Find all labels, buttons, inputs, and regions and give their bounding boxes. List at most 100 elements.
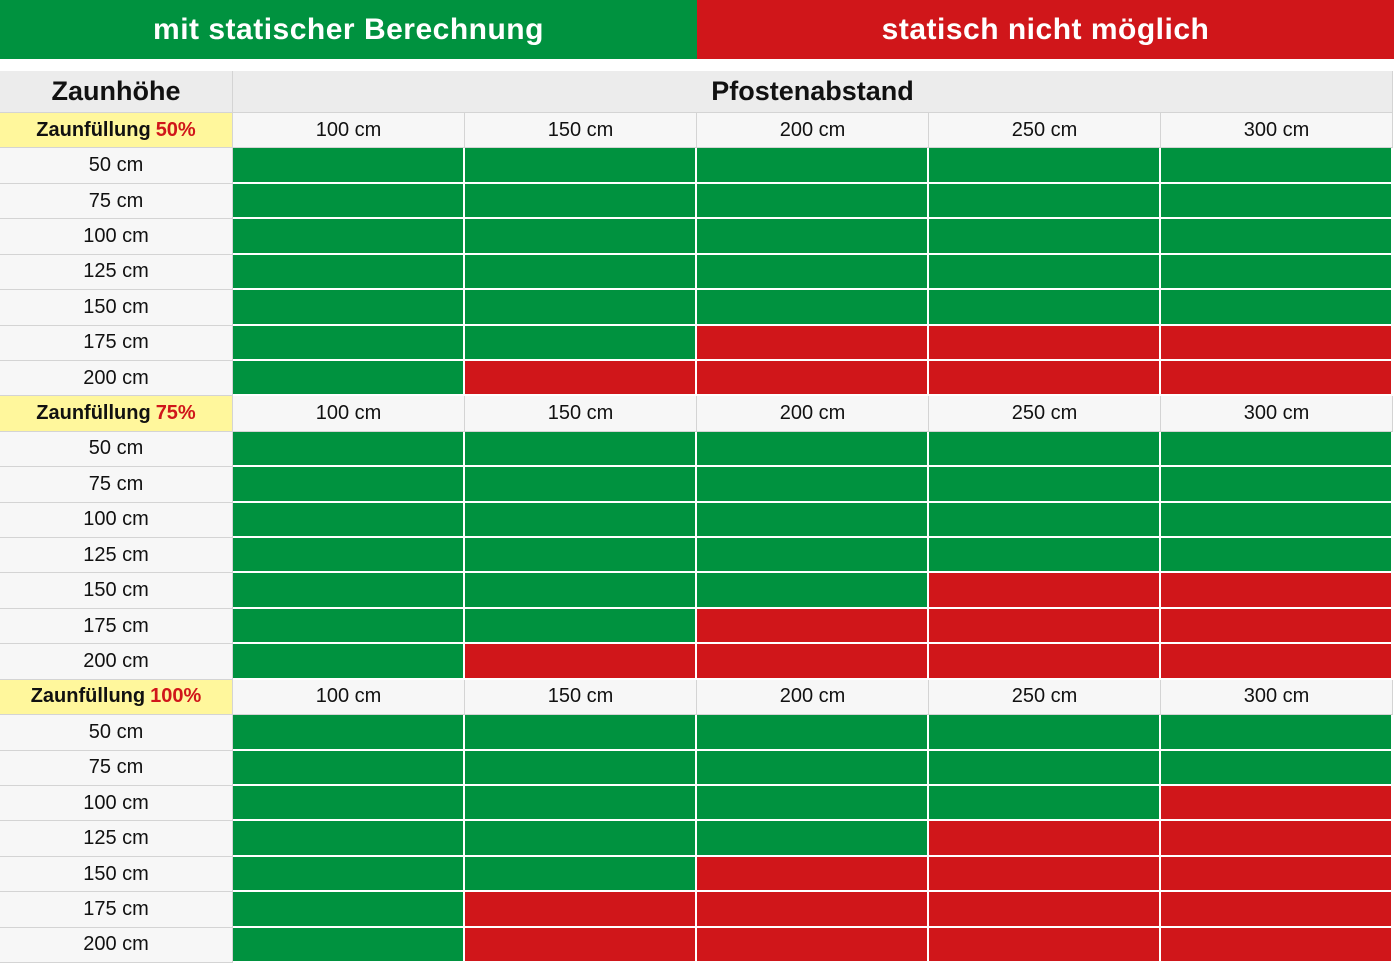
- cell-possible: [1161, 254, 1393, 291]
- cell-possible: [233, 644, 465, 680]
- cell-possible: [697, 290, 929, 326]
- cell-possible: [1161, 715, 1393, 751]
- cell-possible: [1161, 538, 1393, 574]
- row-header: 175 cm: [0, 325, 233, 361]
- cell-not-possible: [697, 360, 929, 397]
- cell-possible: [233, 360, 465, 397]
- cell-possible: [929, 183, 1161, 220]
- cell-possible: [929, 431, 1161, 468]
- cell-possible: [697, 715, 929, 751]
- cell-possible: [1161, 502, 1393, 539]
- column-header: 300 cm: [1161, 113, 1393, 149]
- fill-label: Zaunfüllung 50%: [0, 113, 233, 149]
- cell-possible: [465, 608, 697, 645]
- cell-possible: [233, 183, 465, 220]
- cell-possible: [233, 608, 465, 645]
- cell-possible: [929, 467, 1161, 503]
- fill-label: Zaunfüllung 75%: [0, 396, 233, 432]
- column-header: 150 cm: [465, 113, 697, 149]
- cell-not-possible: [1161, 325, 1393, 361]
- cell-possible: [929, 219, 1161, 255]
- legend: mit statischer Berechnung statisch nicht…: [0, 0, 1394, 59]
- cell-possible: [233, 750, 465, 786]
- cell-possible: [929, 502, 1161, 539]
- cell-possible: [465, 785, 697, 822]
- cell-possible: [929, 785, 1161, 822]
- column-header: 200 cm: [697, 113, 929, 149]
- cell-possible: [465, 148, 697, 184]
- fill-percent: 50%: [155, 118, 196, 141]
- column-header-title: Pfostenabstand: [233, 71, 1393, 113]
- cell-possible: [697, 431, 929, 468]
- row-header: 150 cm: [0, 573, 233, 609]
- cell-possible: [465, 573, 697, 609]
- legend-ok: mit statischer Berechnung: [0, 0, 697, 59]
- cell-possible: [465, 538, 697, 574]
- row-header: 50 cm: [0, 148, 233, 184]
- row-header: 200 cm: [0, 644, 233, 680]
- cell-not-possible: [1161, 892, 1393, 928]
- cell-not-possible: [697, 608, 929, 645]
- fill-label-text: Zaunfüllung: [30, 685, 146, 708]
- cell-possible: [465, 750, 697, 786]
- cell-not-possible: [929, 325, 1161, 361]
- row-header: 125 cm: [0, 538, 233, 574]
- row-header: 75 cm: [0, 467, 233, 503]
- cell-possible: [929, 254, 1161, 291]
- cell-possible: [233, 325, 465, 361]
- cell-possible: [465, 856, 697, 893]
- cell-possible: [697, 183, 929, 220]
- column-header: 300 cm: [1161, 679, 1393, 716]
- post-spacing-table: Zaunhöhe Pfostenabstand Zaunfüllung 50% 10…: [0, 71, 1394, 963]
- cell-not-possible: [1161, 360, 1393, 397]
- cell-not-possible: [1161, 608, 1393, 645]
- column-header: 150 cm: [465, 396, 697, 432]
- cell-possible: [1161, 431, 1393, 468]
- cell-possible: [1161, 750, 1393, 786]
- cell-not-possible: [929, 927, 1161, 963]
- cell-not-possible: [1161, 644, 1393, 680]
- row-header: 50 cm: [0, 431, 233, 468]
- cell-not-possible: [929, 856, 1161, 893]
- cell-possible: [465, 431, 697, 468]
- cell-possible: [233, 821, 465, 857]
- cell-not-possible: [1161, 573, 1393, 609]
- column-header: 100 cm: [233, 113, 465, 149]
- cell-not-possible: [697, 644, 929, 680]
- cell-possible: [465, 821, 697, 857]
- cell-possible: [929, 290, 1161, 326]
- cell-not-possible: [1161, 785, 1393, 822]
- row-header: 125 cm: [0, 254, 233, 291]
- column-header: 150 cm: [465, 679, 697, 716]
- column-header: 300 cm: [1161, 396, 1393, 432]
- cell-possible: [697, 148, 929, 184]
- cell-not-possible: [929, 892, 1161, 928]
- row-header: 125 cm: [0, 821, 233, 857]
- row-header: 150 cm: [0, 290, 233, 326]
- cell-possible: [233, 856, 465, 893]
- cell-possible: [697, 254, 929, 291]
- cell-not-possible: [465, 927, 697, 963]
- cell-possible: [465, 183, 697, 220]
- fill-label-text: Zaunfüllung: [36, 118, 151, 141]
- column-header: 250 cm: [929, 113, 1161, 149]
- cell-not-possible: [929, 821, 1161, 857]
- cell-possible: [465, 219, 697, 255]
- cell-not-possible: [929, 573, 1161, 609]
- cell-possible: [697, 750, 929, 786]
- row-header: 175 cm: [0, 892, 233, 928]
- cell-possible: [233, 785, 465, 822]
- cell-possible: [465, 715, 697, 751]
- cell-possible: [1161, 467, 1393, 503]
- cell-possible: [1161, 183, 1393, 220]
- cell-possible: [929, 148, 1161, 184]
- cell-possible: [465, 325, 697, 361]
- cell-possible: [697, 467, 929, 503]
- cell-possible: [233, 573, 465, 609]
- cell-possible: [233, 927, 465, 963]
- cell-possible: [233, 431, 465, 468]
- cell-possible: [233, 502, 465, 539]
- cell-not-possible: [929, 360, 1161, 397]
- cell-not-possible: [697, 927, 929, 963]
- cell-possible: [233, 467, 465, 503]
